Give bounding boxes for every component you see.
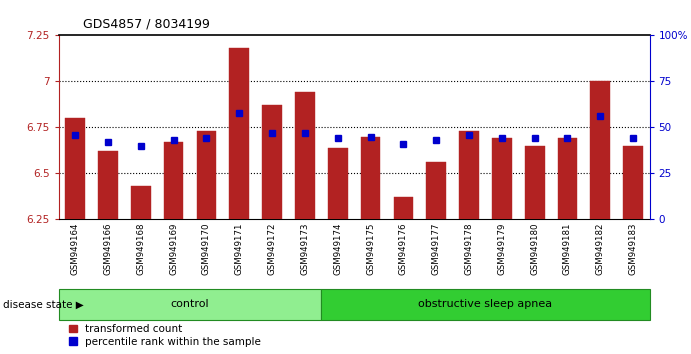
Bar: [590, 81, 610, 219]
Bar: [164, 142, 183, 219]
Bar: [393, 198, 413, 219]
Text: control: control: [171, 299, 209, 309]
Legend: transformed count, percentile rank within the sample: transformed count, percentile rank withi…: [68, 322, 263, 349]
Bar: [262, 105, 282, 219]
Bar: [229, 48, 249, 219]
Bar: [131, 186, 151, 219]
Bar: [524, 146, 545, 219]
Bar: [558, 138, 577, 219]
Bar: [328, 148, 348, 219]
Bar: [295, 92, 314, 219]
Bar: [623, 146, 643, 219]
Bar: [492, 138, 511, 219]
Bar: [361, 137, 380, 219]
Bar: [196, 131, 216, 219]
Text: obstructive sleep apnea: obstructive sleep apnea: [418, 299, 553, 309]
Bar: [65, 118, 85, 219]
Bar: [459, 131, 479, 219]
Bar: [426, 162, 446, 219]
Text: GDS4857 / 8034199: GDS4857 / 8034199: [83, 18, 210, 31]
Bar: [98, 152, 117, 219]
Text: disease state ▶: disease state ▶: [3, 299, 84, 309]
